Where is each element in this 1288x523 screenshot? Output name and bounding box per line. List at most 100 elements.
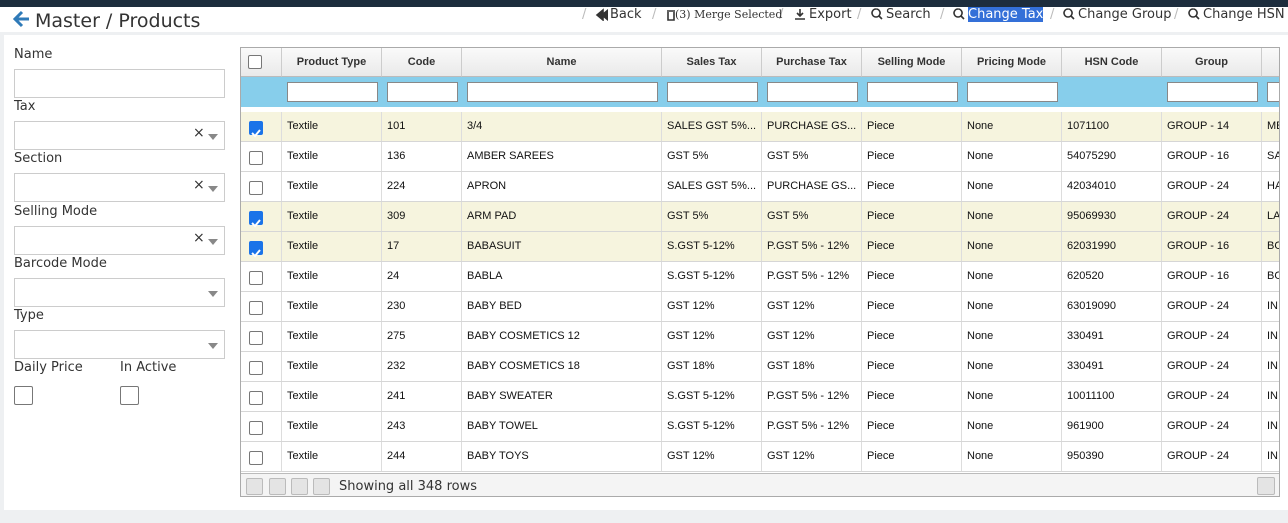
- toolbar-button-label[interactable]: Search: [886, 7, 931, 22]
- table-row[interactable]: Textile244BABY TOYSGST 12%GST 12%PieceNo…: [241, 442, 1280, 472]
- table-cell: INI: [1262, 352, 1280, 381]
- column-header[interactable]: Name: [462, 48, 662, 77]
- table-row[interactable]: Textile243BABY TOWELS.GST 5-12%P.GST 5% …: [241, 412, 1280, 442]
- column-filter-input[interactable]: [287, 82, 378, 102]
- table-cell: S.GST 5-12%: [662, 412, 762, 441]
- checkbox-cell: [241, 232, 282, 261]
- row-checkbox[interactable]: [249, 421, 263, 435]
- table-cell: LA: [1262, 202, 1280, 231]
- column-filter-input[interactable]: [467, 82, 658, 102]
- row-checkbox[interactable]: [249, 121, 263, 135]
- row-checkbox[interactable]: [249, 241, 263, 255]
- table-cell: Textile: [282, 262, 382, 291]
- toolbar-button[interactable]: (3) Merge Selected: [675, 8, 782, 21]
- table-row[interactable]: Textile224APRONSALES GST 5%...PURCHASE G…: [241, 172, 1280, 202]
- row-checkbox[interactable]: [249, 361, 263, 375]
- toolbar-button[interactable]: Search: [886, 7, 931, 22]
- table-row[interactable]: Textile230BABY BEDGST 12%GST 12%PieceNon…: [241, 292, 1280, 322]
- text-input[interactable]: [14, 69, 225, 98]
- toolbar-button-label[interactable]: Export: [809, 7, 852, 22]
- row-checkbox[interactable]: [249, 181, 263, 195]
- column-filter-input[interactable]: [667, 82, 758, 102]
- table-cell: 244: [382, 442, 462, 471]
- filter-cell: [1262, 77, 1280, 107]
- clear-icon[interactable]: ×: [193, 125, 205, 141]
- row-checkbox[interactable]: [249, 151, 263, 165]
- column-filter-input[interactable]: [1167, 82, 1258, 102]
- toolbar-button[interactable]: Change Group: [1078, 7, 1171, 22]
- table-cell: GROUP - 16: [1162, 232, 1262, 261]
- table-row[interactable]: Textile136AMBER SAREESGST 5%GST 5%PieceN…: [241, 142, 1280, 172]
- column-header[interactable]: Pricing Mode: [962, 48, 1062, 77]
- column-filter-input[interactable]: [867, 82, 958, 102]
- select-input[interactable]: [14, 330, 225, 359]
- column-filter-input[interactable]: [1267, 82, 1280, 102]
- table-cell: GROUP - 24: [1162, 382, 1262, 411]
- table-cell: GROUP - 24: [1162, 292, 1262, 321]
- toolbar-button-label[interactable]: Change Tax: [968, 7, 1043, 22]
- back-arrow-icon[interactable]: [13, 10, 31, 28]
- table-row[interactable]: Textile17BABASUITS.GST 5-12%P.GST 5% - 1…: [241, 232, 1280, 262]
- dropdown-arrow[interactable]: [208, 343, 218, 349]
- column-header[interactable]: HSN Code: [1062, 48, 1162, 77]
- select-input[interactable]: [14, 278, 225, 307]
- row-checkbox[interactable]: [249, 451, 263, 465]
- separator: /: [1174, 7, 1178, 22]
- select-input[interactable]: ×: [14, 226, 225, 255]
- table-row[interactable]: Textile232BABY COSMETICS 18GST 18%GST 18…: [241, 352, 1280, 382]
- dropdown-arrow[interactable]: [208, 291, 218, 297]
- column-header[interactable]: Product Type: [282, 48, 382, 77]
- column-filter-input[interactable]: [967, 82, 1058, 102]
- column-header[interactable]: Sales Tax: [662, 48, 762, 77]
- toolbar-button-label[interactable]: Change Group: [1078, 7, 1171, 22]
- toolbar-button[interactable]: Change Tax: [968, 7, 1043, 22]
- table-cell: GROUP - 24: [1162, 172, 1262, 201]
- pager-button[interactable]: [291, 478, 308, 495]
- row-checkbox[interactable]: [249, 301, 263, 315]
- column-filter-input[interactable]: [767, 82, 858, 102]
- row-checkbox[interactable]: [249, 211, 263, 225]
- table-cell: 330491: [1062, 352, 1162, 381]
- table-cell: Piece: [862, 382, 962, 411]
- column-header[interactable]: Group: [1162, 48, 1262, 77]
- checkbox-cell: [241, 412, 282, 441]
- dropdown-arrow[interactable]: [208, 186, 218, 192]
- pager-button[interactable]: [313, 478, 330, 495]
- table-cell: 243: [382, 412, 462, 441]
- table-row[interactable]: Textile309ARM PADGST 5%GST 5%PieceNone95…: [241, 202, 1280, 232]
- row-checkbox[interactable]: [249, 271, 263, 285]
- header: Master / Products ///////Back(3) Merge S…: [0, 7, 1288, 32]
- column-filter-input[interactable]: [387, 82, 458, 102]
- checkbox-cell: [241, 382, 282, 411]
- dropdown-arrow[interactable]: [208, 239, 218, 245]
- table-cell: None: [962, 442, 1062, 471]
- toolbar-button[interactable]: Export: [809, 7, 852, 22]
- table-row[interactable]: Textile1013/4SALES GST 5%...PURCHASE GS.…: [241, 112, 1280, 142]
- pager-button[interactable]: [246, 478, 263, 495]
- toolbar-button[interactable]: Change HSN: [1203, 7, 1285, 22]
- toolbar-button[interactable]: Back: [610, 7, 642, 22]
- row-checkbox[interactable]: [248, 55, 262, 69]
- table-cell: 309: [382, 202, 462, 231]
- select-input[interactable]: ×: [14, 173, 225, 202]
- row-checkbox[interactable]: [249, 331, 263, 345]
- row-checkbox[interactable]: [249, 391, 263, 405]
- column-header[interactable]: Purchase Tax: [762, 48, 862, 77]
- toolbar-button-label[interactable]: Back: [610, 7, 642, 22]
- table-row[interactable]: Textile241BABY SWEATERS.GST 5-12%P.GST 5…: [241, 382, 1280, 412]
- dropdown-arrow[interactable]: [208, 134, 218, 140]
- clear-icon[interactable]: ×: [193, 177, 205, 193]
- table-cell: GST 5%: [662, 202, 762, 231]
- checkbox[interactable]: [14, 386, 33, 405]
- pager-button[interactable]: [269, 478, 286, 495]
- options-button[interactable]: [1257, 477, 1275, 495]
- clear-icon[interactable]: ×: [193, 230, 205, 246]
- select-input[interactable]: ×: [14, 121, 225, 150]
- toolbar-button-label[interactable]: (3) Merge Selected: [675, 8, 782, 21]
- column-header[interactable]: Code: [382, 48, 462, 77]
- column-header[interactable]: Selling Mode: [862, 48, 962, 77]
- checkbox[interactable]: [120, 386, 139, 405]
- toolbar-button-label[interactable]: Change HSN: [1203, 7, 1285, 22]
- table-row[interactable]: Textile24BABLAS.GST 5-12%P.GST 5% - 12%P…: [241, 262, 1280, 292]
- table-row[interactable]: Textile275BABY COSMETICS 12GST 12%GST 12…: [241, 322, 1280, 352]
